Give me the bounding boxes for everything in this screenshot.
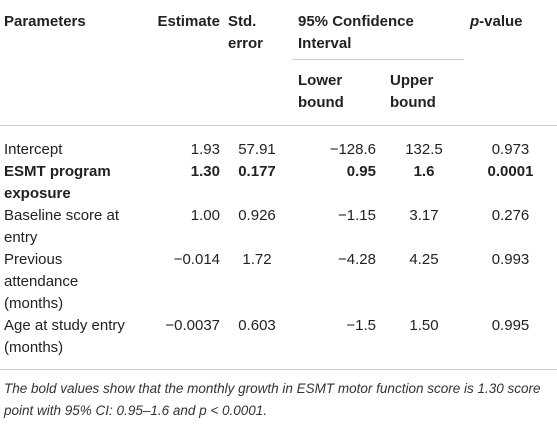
regression-table: Parameters Estimate Std. error 95% Confi…: [0, 0, 557, 370]
row-std-error: 0.177: [238, 163, 276, 180]
row-param: Age at study entry (months): [0, 315, 140, 370]
header-lower-line2: bound: [298, 94, 344, 111]
row-upper: 1.6: [413, 163, 435, 180]
row-lower: −128.6: [292, 125, 384, 161]
table-footnote: The bold values show that the monthly gr…: [4, 381, 541, 418]
row-std-error: 1.72: [242, 251, 272, 268]
header-upper-bound: Upper bound: [384, 59, 464, 126]
param-line: Previous: [4, 251, 63, 268]
row-estimate: −0.014: [173, 251, 220, 268]
param-line: (months): [4, 295, 64, 312]
row-lower: −4.28: [338, 251, 376, 268]
table-row: ESMT program exposure 1.30 0.177 0.95 1.6…: [0, 161, 557, 205]
header-lower-bound: Lower bound: [292, 59, 384, 126]
row-lower: 0.95: [346, 163, 376, 180]
row-param: Intercept: [0, 125, 140, 161]
header-lower-line1: Lower: [298, 72, 343, 89]
param-line: Baseline score at: [4, 207, 120, 224]
header-parameters: Parameters: [4, 13, 86, 30]
row-lower: −1.15: [338, 207, 376, 224]
table-row: Baseline score at entry 1.00 0.926 −1.15 …: [0, 205, 557, 249]
row-estimate: 1.30: [190, 163, 220, 180]
row-pvalue: 0.276: [491, 207, 530, 224]
row-pvalue: 0.993: [491, 251, 530, 268]
header-pvalue-rest: -value: [479, 13, 523, 30]
param-line: entry: [4, 229, 38, 246]
header-upper-line1: Upper: [390, 72, 434, 89]
header-confidence-interval: 95% Confidence Interval: [292, 0, 464, 60]
row-upper: 1.50: [384, 315, 464, 370]
row-upper: 4.25: [409, 251, 439, 268]
row-pvalue: 0.973: [464, 125, 557, 161]
param-line: exposure: [4, 185, 71, 202]
row-param: Previous attendance (months): [0, 249, 140, 315]
param-line: attendance: [4, 273, 79, 290]
header-estimate: Estimate: [157, 13, 220, 30]
row-upper: 132.5: [384, 125, 464, 161]
param-line: Age at study entry: [4, 317, 125, 334]
param-line: (months): [4, 339, 64, 356]
row-std-error: 0.926: [238, 207, 276, 224]
header-pvalue-p: p: [470, 13, 480, 30]
header-std-error-line1: Std.: [228, 13, 257, 30]
table-row: Age at study entry (months) −0.0037 0.603…: [0, 315, 557, 370]
header-std-error-line2: error: [228, 35, 264, 52]
header-std-error: Std. error: [222, 0, 292, 126]
row-estimate: 1.93: [140, 125, 222, 161]
row-estimate: 1.00: [190, 207, 220, 224]
table-row: Intercept 1.93 57.91 −128.6 132.5 0.973: [0, 125, 557, 161]
header-ci-line1: 95% Confidence: [298, 13, 414, 30]
row-upper: 3.17: [409, 207, 439, 224]
row-std-error: 57.91: [222, 125, 292, 161]
header-pvalue: p-value: [464, 0, 557, 126]
header-ci-line2: Interval: [298, 35, 352, 52]
param-line: Intercept: [4, 141, 63, 158]
param-line: ESMT program: [4, 163, 111, 180]
row-estimate: −0.0037: [140, 315, 222, 370]
row-std-error: 0.603: [222, 315, 292, 370]
row-lower: −1.5: [292, 315, 384, 370]
row-pvalue: 0.0001: [487, 163, 534, 180]
row-param: Baseline score at entry: [0, 205, 140, 249]
row-pvalue: 0.995: [464, 315, 557, 370]
header-upper-line2: bound: [390, 94, 436, 111]
table-row: Previous attendance (months) −0.014 1.72 −…: [0, 249, 557, 315]
row-param: ESMT program exposure: [0, 161, 140, 205]
